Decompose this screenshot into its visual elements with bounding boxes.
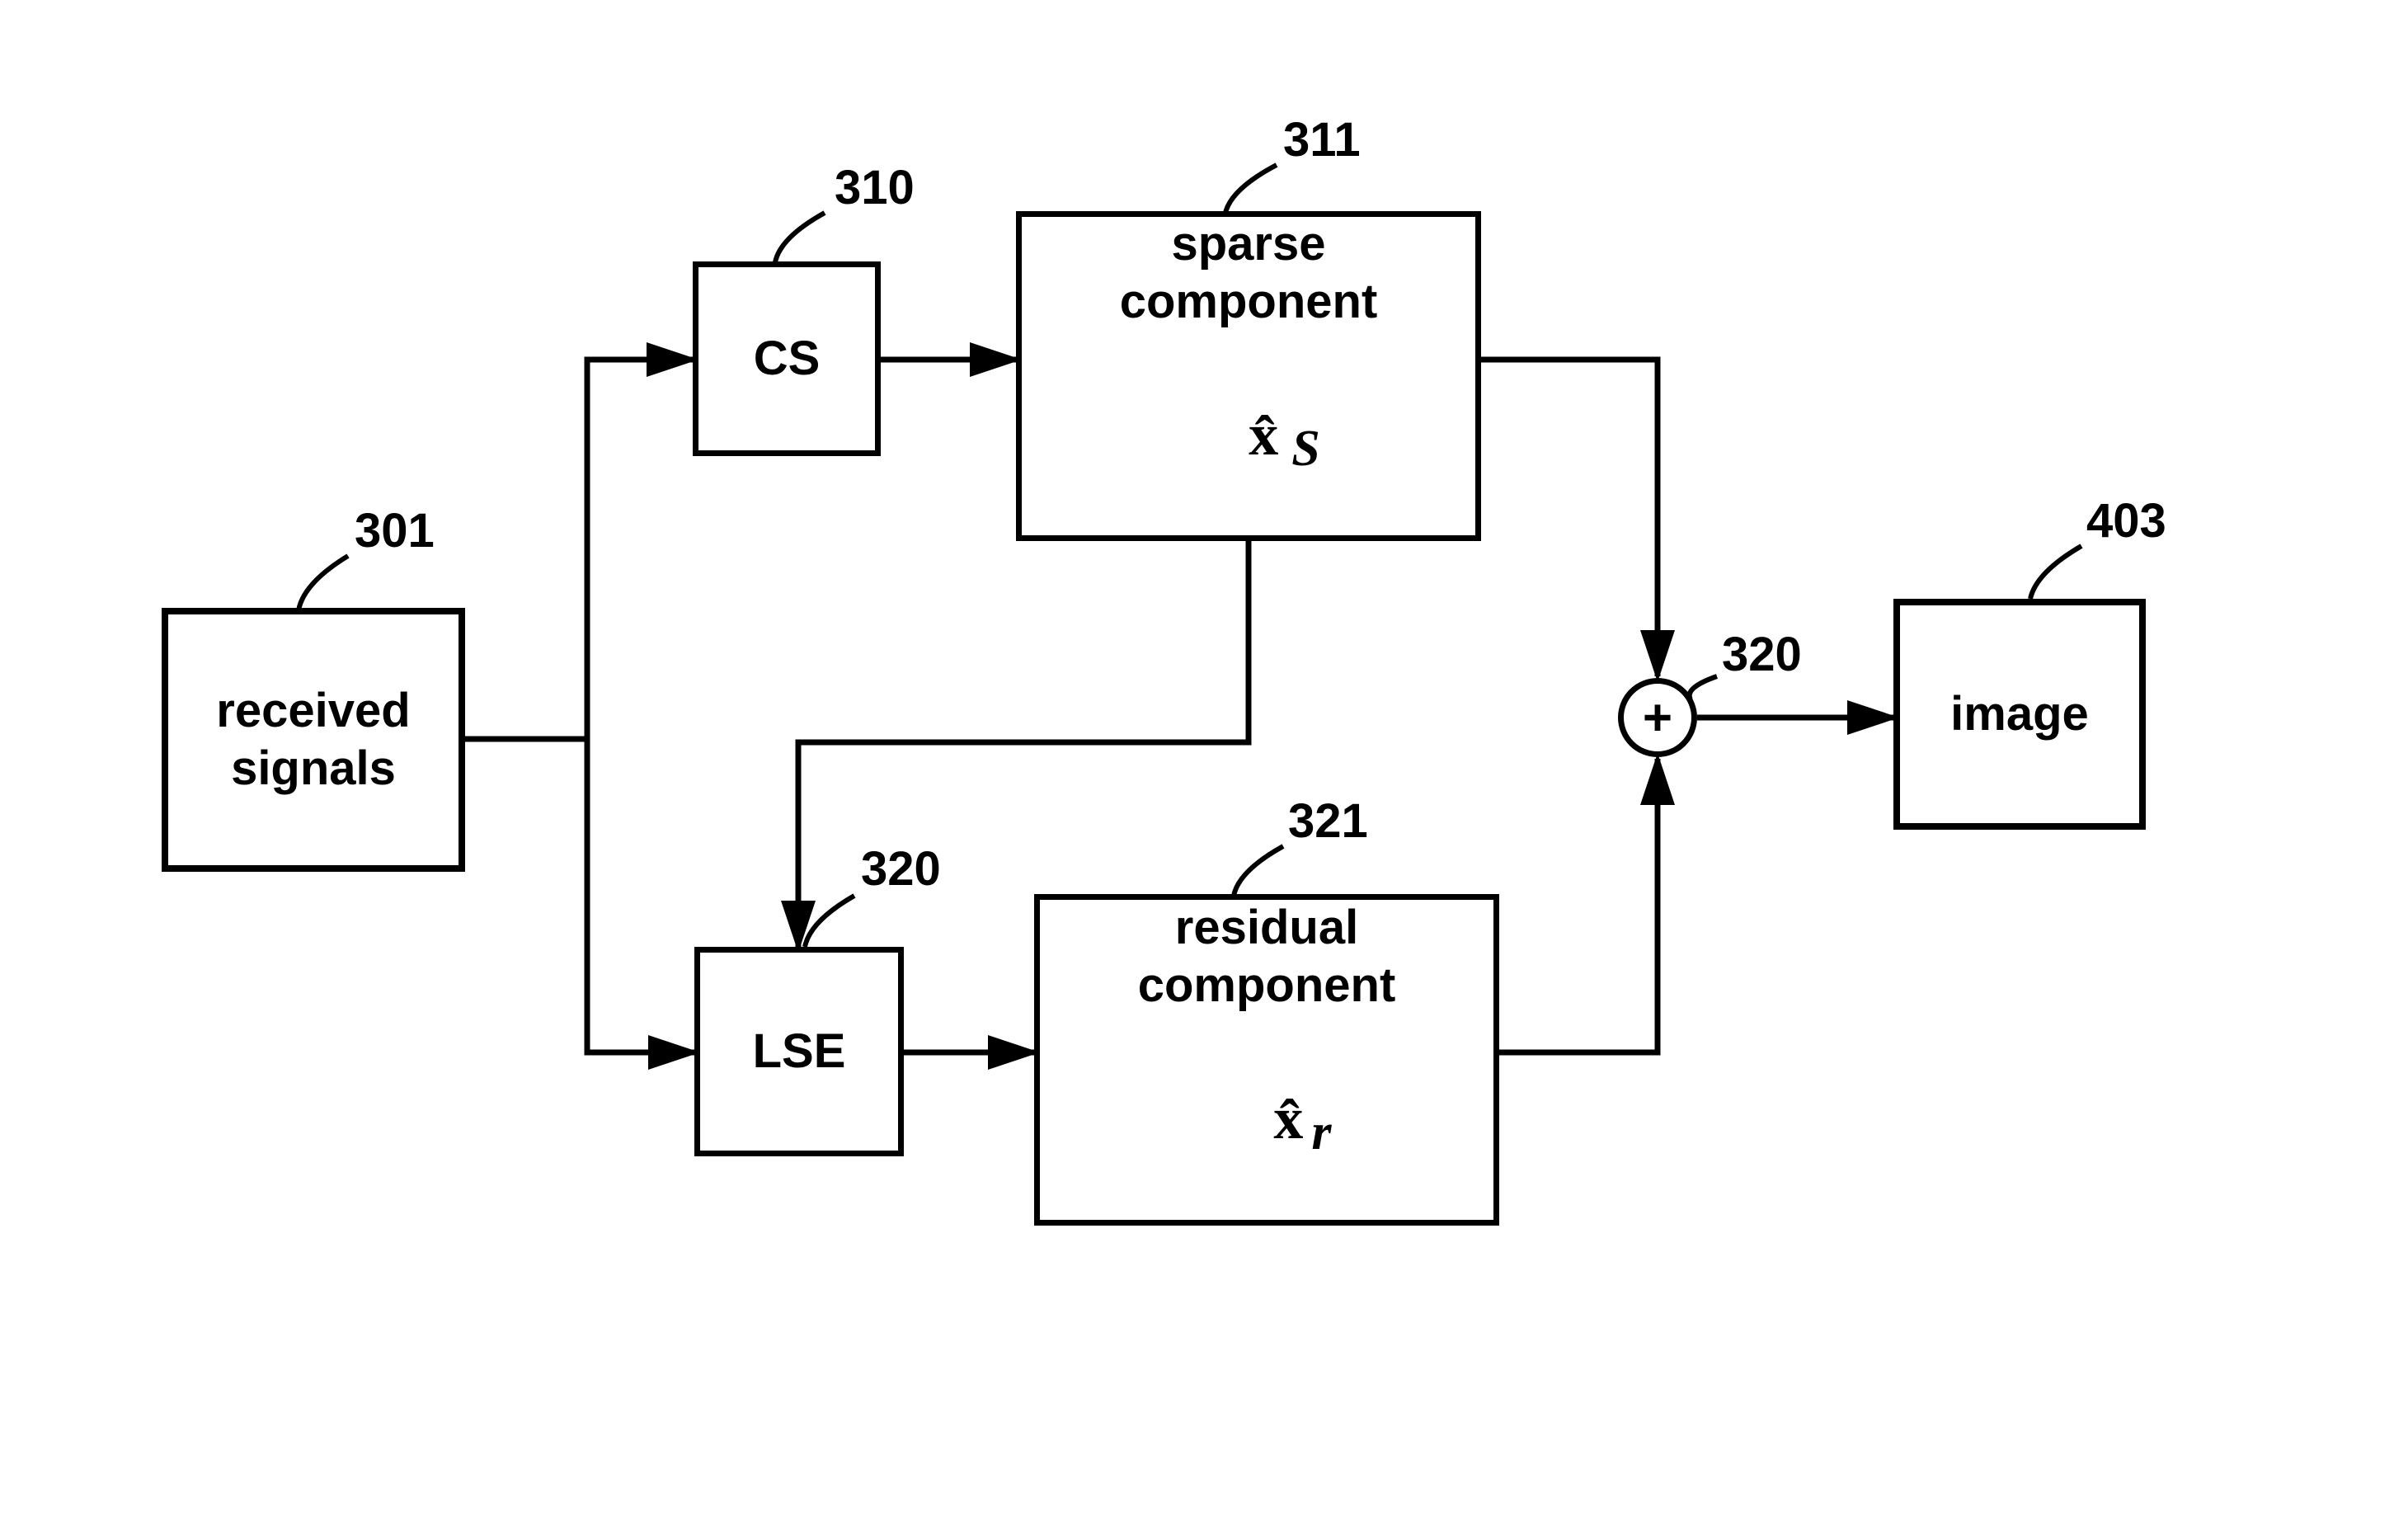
lse-block: LSE — [694, 947, 904, 1156]
sparse-symbol: x̂S — [1177, 342, 1319, 537]
sparse-label-2: component — [1120, 273, 1378, 331]
ref-label-320-sum: 320 — [1722, 627, 1802, 682]
residual-label-2: component — [1138, 957, 1396, 1014]
diagram-root: received signals CS sparse component x̂S… — [0, 0, 2408, 1525]
sparse-component-block: sparse component x̂S — [1016, 211, 1481, 541]
received-signals-label-1: received — [216, 682, 410, 740]
received-signals-block: received signals — [162, 608, 465, 872]
ref-label-311: 311 — [1283, 112, 1361, 167]
cs-block: CS — [693, 261, 881, 456]
plus-icon: + — [1643, 689, 1672, 747]
ref-label-403: 403 — [2086, 493, 2166, 548]
lse-label: LSE — [753, 1023, 846, 1080]
ref-label-321: 321 — [1288, 793, 1368, 849]
sparse-label-1: sparse — [1171, 215, 1325, 273]
ref-label-301: 301 — [355, 503, 435, 558]
residual-symbol: x̂r — [1202, 1026, 1331, 1221]
ref-label-320-lse: 320 — [861, 841, 941, 897]
ref-label-310: 310 — [835, 160, 915, 215]
residual-label-1: residual — [1175, 899, 1358, 957]
residual-component-block: residual component x̂r — [1034, 894, 1499, 1226]
sum-node: + — [1618, 678, 1697, 757]
image-label: image — [1950, 685, 2089, 743]
received-signals-label-2: signals — [231, 740, 396, 798]
image-block: image — [1893, 599, 2146, 830]
cs-label: CS — [754, 330, 821, 388]
